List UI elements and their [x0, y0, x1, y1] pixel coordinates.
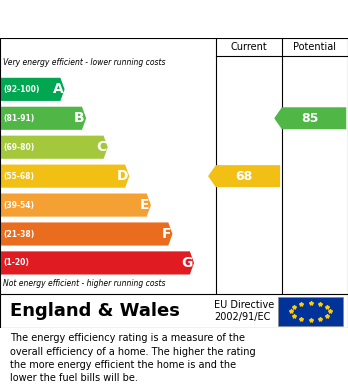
- Polygon shape: [1, 78, 65, 101]
- Polygon shape: [208, 165, 280, 187]
- Text: E: E: [140, 198, 150, 212]
- Text: (55-68): (55-68): [3, 172, 34, 181]
- Polygon shape: [274, 107, 346, 129]
- Polygon shape: [1, 194, 151, 217]
- Text: G: G: [181, 256, 193, 270]
- Text: (69-80): (69-80): [3, 143, 35, 152]
- Text: Very energy efficient - lower running costs: Very energy efficient - lower running co…: [3, 58, 166, 67]
- Text: 68: 68: [236, 170, 253, 183]
- Text: A: A: [53, 83, 63, 96]
- Text: EU Directive
2002/91/EC: EU Directive 2002/91/EC: [214, 300, 274, 322]
- Polygon shape: [1, 107, 86, 130]
- Text: F: F: [161, 227, 171, 241]
- Text: The energy efficiency rating is a measure of the
overall efficiency of a home. T: The energy efficiency rating is a measur…: [10, 334, 256, 383]
- Text: (92-100): (92-100): [3, 85, 40, 94]
- Text: B: B: [74, 111, 85, 125]
- Text: (1-20): (1-20): [3, 258, 29, 267]
- Polygon shape: [1, 251, 194, 274]
- Text: 85: 85: [302, 112, 319, 125]
- Text: C: C: [96, 140, 106, 154]
- Text: Current: Current: [230, 42, 267, 52]
- Text: Potential: Potential: [293, 42, 337, 52]
- Polygon shape: [1, 222, 173, 246]
- Text: Not energy efficient - higher running costs: Not energy efficient - higher running co…: [3, 279, 166, 288]
- Text: Energy Efficiency Rating: Energy Efficiency Rating: [10, 12, 220, 27]
- Bar: [278, 297, 343, 326]
- Text: (81-91): (81-91): [3, 114, 35, 123]
- Text: D: D: [117, 169, 128, 183]
- Polygon shape: [1, 136, 108, 159]
- Polygon shape: [1, 165, 129, 188]
- Text: (39-54): (39-54): [3, 201, 34, 210]
- Text: (21-38): (21-38): [3, 230, 35, 239]
- Text: England & Wales: England & Wales: [10, 302, 180, 320]
